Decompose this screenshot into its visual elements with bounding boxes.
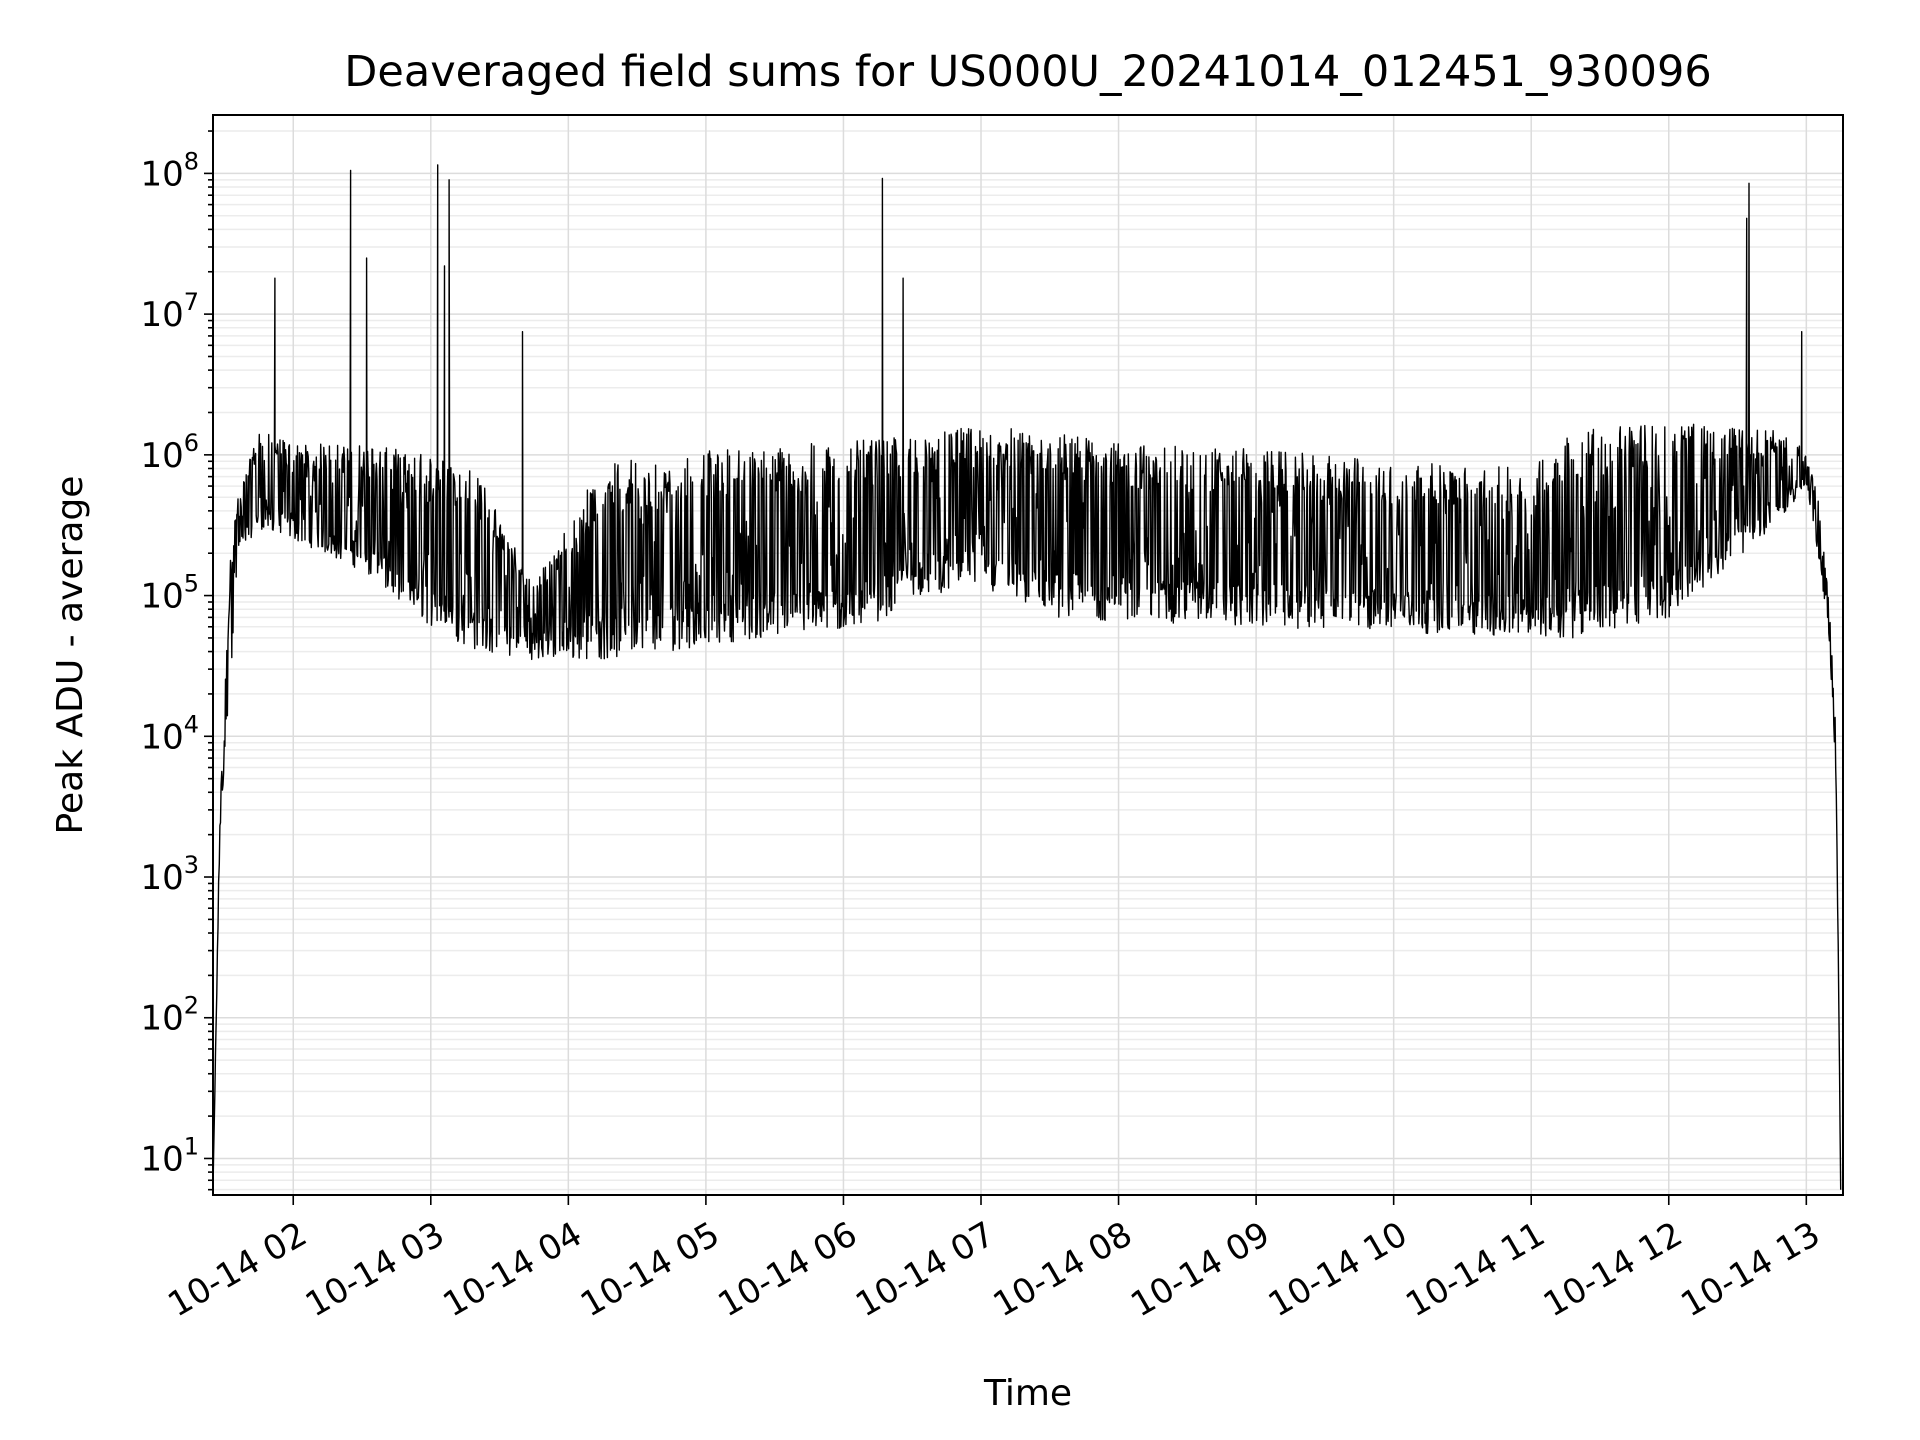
x-tick-label: 10-14 03 — [299, 1214, 451, 1325]
x-tick-label: 10-14 09 — [1124, 1214, 1276, 1325]
y-axis-label: Peak ADU - average — [50, 476, 91, 835]
x-tick-label: 10-14 05 — [574, 1214, 726, 1325]
y-tick-label: 101 — [140, 1132, 199, 1179]
series-layer — [212, 164, 1842, 1190]
y-axis: 101 102 103 104 105 106 107 108 — [140, 130, 213, 1191]
y-tick-label: 107 — [140, 288, 199, 335]
x-tick-label: 10-14 08 — [987, 1214, 1139, 1325]
chart-title: Deaveraged field sums for US000U_2024101… — [344, 47, 1711, 97]
x-tick-label: 10-14 12 — [1537, 1214, 1689, 1325]
x-tick-label: 10-14 13 — [1674, 1214, 1826, 1325]
x-tick-label: 10-14 06 — [712, 1214, 864, 1325]
data-series-line — [212, 164, 1842, 1190]
y-tick-label: 102 — [140, 992, 199, 1039]
y-tick-label: 103 — [140, 851, 199, 898]
x-tick-label: 10-14 11 — [1399, 1214, 1551, 1325]
y-tick-label: 104 — [140, 710, 199, 757]
plot-frame — [212, 114, 1844, 1196]
x-tick-label: 10-14 02 — [161, 1214, 313, 1325]
x-tick-label: 10-14 10 — [1262, 1214, 1414, 1325]
y-tick-label: 106 — [140, 429, 199, 476]
y-tick-label: 108 — [140, 147, 199, 194]
grid — [213, 115, 1843, 1195]
x-axis-label: Time — [983, 1373, 1072, 1414]
x-tick-label: 10-14 04 — [436, 1214, 588, 1325]
y-tick-label: 105 — [140, 570, 199, 617]
x-tick-label: 10-14 07 — [849, 1214, 1001, 1325]
